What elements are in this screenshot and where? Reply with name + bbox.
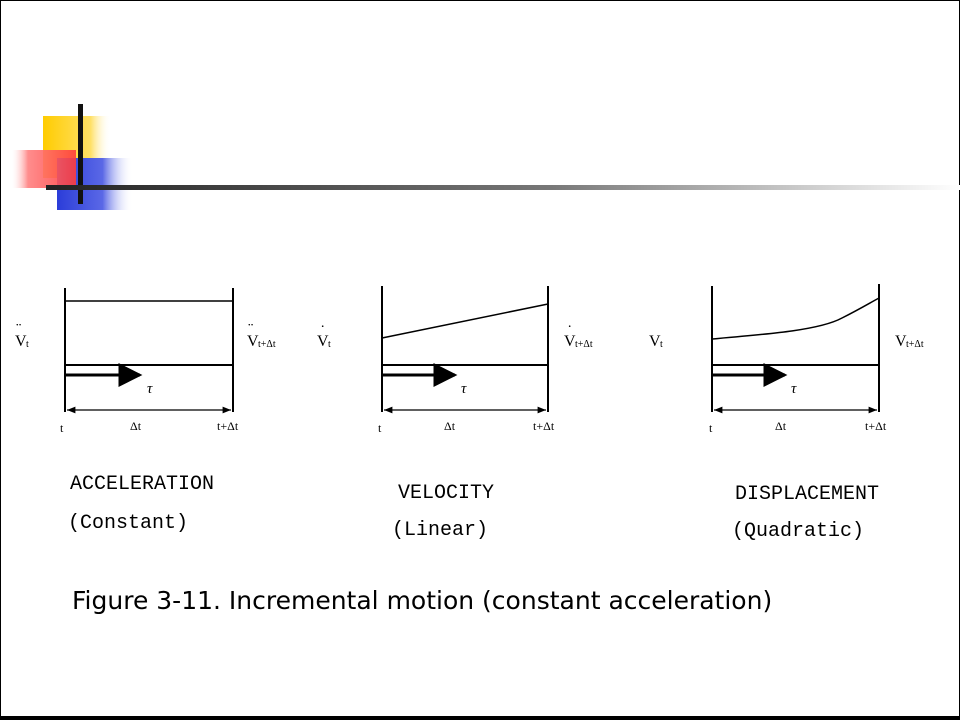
right-value-sub: t+Δt	[258, 339, 276, 350]
right-value-dots: ˙	[567, 323, 572, 340]
right-value-label: ¨ V t+Δt	[247, 321, 276, 350]
left-value-sub: t	[660, 339, 663, 350]
panel-displacement: τ t Δt t+Δt V t V t+Δt DISPLACEMENT (Qua…	[649, 284, 924, 543]
right-value-symbol: V	[564, 333, 576, 350]
tick-mid: Δt	[130, 419, 142, 433]
tick-mid: Δt	[444, 419, 456, 433]
tau-label: τ	[147, 381, 153, 397]
tick-mid: Δt	[775, 419, 787, 433]
panel-velocity: τ t Δt t+Δt ˙ V t ˙ V t+Δt VELOCITY (Lin…	[317, 286, 593, 542]
red-square	[12, 150, 76, 188]
curve-linear	[381, 303, 549, 339]
left-value-sub: t	[26, 339, 29, 350]
left-value-label: ˙ V t	[317, 323, 331, 350]
horizontal-rule	[46, 185, 960, 190]
tick-start: t	[378, 421, 382, 435]
tick-end: t+Δt	[533, 419, 555, 433]
right-value-sub: t+Δt	[906, 339, 924, 350]
panel-subtitle: (Constant)	[68, 512, 188, 535]
tick-start: t	[60, 421, 64, 435]
right-value-label: ˙ V t+Δt	[564, 323, 593, 350]
vertical-rule	[78, 104, 83, 204]
panel-title: ACCELERATION	[70, 473, 214, 496]
left-value-dots: ˙	[320, 323, 325, 340]
tau-label: τ	[461, 381, 467, 397]
tick-start: t	[709, 421, 713, 435]
right-value-dots: ¨	[248, 321, 253, 338]
curve-quadratic	[711, 297, 880, 340]
left-value-dots: ¨	[16, 321, 21, 338]
left-value-label: ¨ V t	[15, 321, 29, 350]
figure-caption: Figure 3-11. Incremental motion (constan…	[72, 586, 773, 615]
right-value-label: V t+Δt	[895, 333, 924, 350]
right-value-symbol: V	[895, 333, 907, 350]
panel-subtitle: (Linear)	[392, 519, 488, 542]
left-value-symbol: V	[317, 333, 329, 350]
bottom-rule	[0, 716, 960, 720]
left-value-symbol: V	[649, 333, 661, 350]
tick-end: t+Δt	[217, 419, 239, 433]
panel-subtitle: (Quadratic)	[732, 520, 864, 543]
tick-end: t+Δt	[865, 419, 887, 433]
panel-acceleration: τ t Δt t+Δt ¨ V t ¨ V t+Δt ACCELERATION …	[15, 288, 276, 535]
left-value-symbol: V	[15, 333, 27, 350]
tau-label: τ	[791, 381, 797, 397]
right-value-sub: t+Δt	[575, 339, 593, 350]
slide-decoration	[12, 104, 960, 210]
right-value-symbol: V	[247, 333, 259, 350]
left-value-sub: t	[328, 339, 331, 350]
panel-title: VELOCITY	[398, 482, 494, 505]
panel-title: DISPLACEMENT	[735, 483, 879, 506]
left-value-label: V t	[649, 333, 663, 350]
